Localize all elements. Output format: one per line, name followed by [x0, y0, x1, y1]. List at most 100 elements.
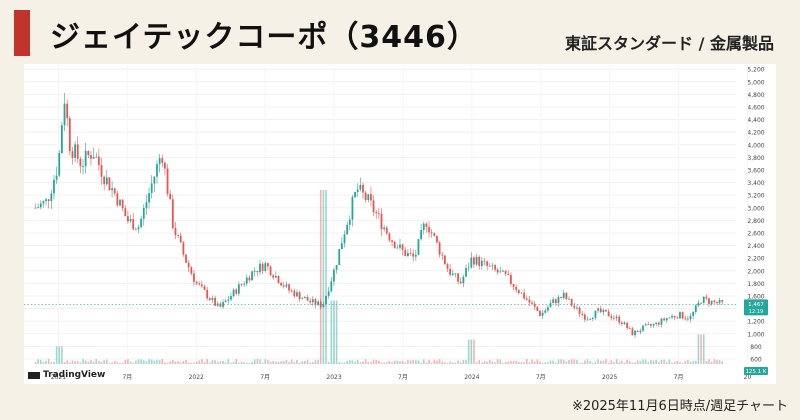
candle-body	[267, 263, 269, 267]
candle-body	[536, 306, 539, 311]
volume-bar	[74, 361, 76, 364]
candle-body	[618, 316, 621, 323]
volume-bar	[63, 362, 66, 364]
title-bar: ジェイテックコーポ（3446） 東証スタンダード / 金属製品	[14, 10, 784, 60]
candle-body	[224, 300, 227, 302]
volume-bar	[119, 362, 121, 364]
volume-bar	[195, 362, 198, 364]
candle-body	[467, 267, 470, 269]
candle-body	[219, 303, 222, 307]
candle-body	[507, 273, 510, 275]
volume-bar	[602, 360, 605, 364]
volume-bar	[430, 362, 433, 364]
candle-body	[296, 292, 298, 297]
candle-body	[549, 303, 552, 308]
volume-bar	[438, 359, 441, 364]
volume-bar	[618, 362, 621, 364]
candle-body	[702, 296, 705, 304]
volume-bar	[473, 339, 475, 364]
candle-body	[340, 243, 343, 250]
volume-bar	[385, 362, 388, 364]
volume-bar	[45, 361, 47, 364]
candle-body	[174, 228, 177, 236]
volume-bar	[330, 300, 333, 364]
volume-bar	[322, 190, 325, 364]
candle-body	[150, 183, 153, 194]
price-chart[interactable]: 6008001,0001,2001,4001,6001,8002,0002,20…	[24, 64, 776, 384]
volume-bar	[684, 360, 687, 364]
volume-bar	[671, 362, 673, 364]
candle-body	[599, 308, 602, 313]
candle-body	[713, 300, 716, 302]
volume-bar	[393, 360, 396, 364]
volume-bar	[496, 359, 499, 364]
candle-body	[449, 268, 452, 275]
tradingview-mark-icon	[28, 371, 40, 379]
last-price-badge	[744, 299, 768, 316]
volume-bar	[148, 359, 150, 364]
candle-body	[655, 322, 658, 325]
candle-body	[63, 103, 66, 126]
candle-body	[576, 307, 578, 309]
candle-body	[97, 156, 100, 165]
volume-bar	[555, 362, 557, 364]
volume-bar	[613, 361, 615, 364]
volume-bar	[174, 361, 177, 364]
candle-body	[393, 241, 396, 249]
candle-body	[190, 267, 193, 274]
candle-body	[119, 199, 121, 206]
candle-body	[55, 175, 58, 180]
candle-body	[372, 200, 375, 213]
volume-bar	[525, 359, 528, 364]
x-tick-label: 7月	[536, 374, 546, 381]
volume-bar	[552, 360, 554, 364]
volume-bar	[135, 360, 137, 364]
candle-body	[335, 265, 338, 270]
volume-bar	[502, 362, 504, 364]
candle-body	[145, 202, 148, 208]
candle-body	[642, 325, 644, 331]
candle-body	[502, 270, 504, 272]
chart-panel[interactable]: 6008001,0001,2001,4001,6001,8002,0002,20…	[24, 64, 776, 384]
x-tick-label: 2023	[326, 374, 341, 381]
candle-body	[140, 218, 143, 228]
candle-body	[282, 285, 285, 287]
candle-body	[153, 176, 156, 184]
volume-bar	[673, 361, 676, 364]
candle-body	[494, 265, 496, 270]
candle-body	[200, 284, 203, 287]
volume-bar	[156, 359, 158, 364]
candle-body	[647, 324, 650, 325]
candle-body	[171, 199, 174, 229]
candle-body	[311, 299, 314, 303]
volume-bar	[240, 361, 243, 364]
volume-bar	[282, 360, 285, 364]
volume-bar	[356, 359, 359, 364]
volume-bar	[404, 362, 407, 364]
candle-body	[306, 297, 309, 301]
volume-bar	[491, 361, 494, 364]
y-tick-label: 4,400	[747, 117, 764, 124]
volume-bar	[523, 362, 525, 364]
candle-body	[82, 166, 84, 168]
volume-bar	[599, 360, 602, 364]
volume-bar	[380, 362, 383, 364]
volume-bar	[716, 359, 718, 364]
candle-body	[179, 235, 182, 243]
y-tick-label: 4,800	[747, 92, 764, 99]
volume-bar	[407, 359, 409, 364]
candle-body	[591, 317, 594, 319]
volume-bar	[206, 359, 208, 364]
candle-body	[148, 193, 150, 203]
candle-body	[552, 299, 555, 304]
candle-body	[185, 254, 187, 263]
candle-body	[628, 328, 631, 329]
candle-body	[454, 273, 457, 275]
candle-body	[375, 212, 378, 214]
volume-bar	[507, 361, 510, 364]
candle-body	[74, 144, 77, 158]
candle-body	[314, 299, 317, 305]
candle-body	[673, 316, 676, 318]
volume-bar	[55, 346, 58, 364]
volume-bar	[655, 359, 657, 364]
